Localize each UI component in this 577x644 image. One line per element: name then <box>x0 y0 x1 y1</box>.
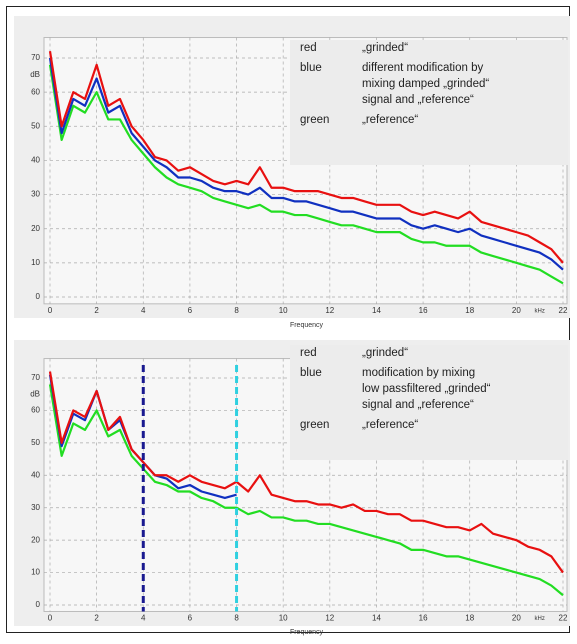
x-axis-label: Frequency <box>290 629 324 636</box>
x-tick-label: 14 <box>372 614 381 623</box>
legend-description: signal and „reference“ <box>362 399 474 411</box>
x-tick-label: 20 <box>512 614 521 623</box>
y-tick-label: 60 <box>31 406 40 415</box>
legend-description: „reference“ <box>362 114 418 126</box>
y-unit: dB <box>30 389 40 398</box>
x-tick-label: 22 <box>559 306 568 315</box>
series-line <box>48 384 564 597</box>
x-axis-label: Frequency <box>290 322 324 329</box>
series-line <box>48 371 564 574</box>
x-tick-label: 8 <box>234 614 239 623</box>
y-tick-label: 70 <box>31 373 40 382</box>
series-line <box>48 51 564 264</box>
x-tick-label: 22 <box>559 614 568 623</box>
y-tick-label: 50 <box>31 121 40 130</box>
y-tick-label: 50 <box>31 438 40 447</box>
legend-name: green <box>300 114 329 126</box>
legend-box <box>290 40 568 165</box>
y-tick-label: 30 <box>31 503 40 512</box>
y-tick-label: 10 <box>31 568 40 577</box>
x-tick-label: 16 <box>419 614 428 623</box>
y-tick-label: 30 <box>31 190 40 199</box>
legend-name: blue <box>300 62 322 74</box>
x-tick-label: 6 <box>188 614 193 623</box>
legend-box <box>290 345 568 460</box>
y-tick-label: 0 <box>36 292 41 301</box>
y-tick-label: 60 <box>31 87 40 96</box>
x-tick-label: 14 <box>372 306 381 315</box>
series-line <box>48 57 564 271</box>
legend-name: red <box>300 347 317 359</box>
y-unit: dB <box>30 70 40 79</box>
x-tick-label: 0 <box>48 306 53 315</box>
x-tick-label: 18 <box>465 306 474 315</box>
legend-description: „reference“ <box>362 419 418 431</box>
x-tick-label: 18 <box>465 614 474 623</box>
legend-description: „grinded“ <box>362 42 408 54</box>
legend-name: green <box>300 419 329 431</box>
x-tick-label: 0 <box>48 614 53 623</box>
y-tick-label: 20 <box>31 224 40 233</box>
y-tick-label: 0 <box>36 600 41 609</box>
x-tick-label: 2 <box>94 306 99 315</box>
x-tick-label: 4 <box>141 306 146 315</box>
series-line <box>48 64 564 285</box>
x-tick-label: 8 <box>234 306 239 315</box>
y-tick-label: 20 <box>31 535 40 544</box>
y-tick-label: 40 <box>31 156 40 165</box>
x-tick-label: 20 <box>512 306 521 315</box>
legend-name: blue <box>300 367 322 379</box>
x-tick-label: 16 <box>419 306 428 315</box>
x-unit: kHz <box>535 308 545 314</box>
x-tick-label: 12 <box>325 614 334 623</box>
x-tick-label: 4 <box>141 614 146 623</box>
legend-description: low passfiltered „grinded“ <box>362 383 491 395</box>
x-tick-label: 6 <box>188 306 193 315</box>
x-tick-label: 2 <box>94 614 99 623</box>
x-tick-label: 10 <box>279 614 288 623</box>
y-tick-label: 10 <box>31 258 40 267</box>
legend-description: different modification by <box>362 62 483 74</box>
legend-description: „grinded“ <box>362 347 408 359</box>
legend-name: red <box>300 42 317 54</box>
legend-description: modification by mixing <box>362 367 475 379</box>
x-unit: kHz <box>535 616 545 622</box>
x-tick-label: 10 <box>279 306 288 315</box>
y-tick-label: 70 <box>31 53 40 62</box>
x-tick-label: 12 <box>325 306 334 315</box>
legend-description: mixing damped „grinded“ <box>362 78 489 90</box>
legend-description: signal and „reference“ <box>362 94 474 106</box>
y-tick-label: 40 <box>31 470 40 479</box>
